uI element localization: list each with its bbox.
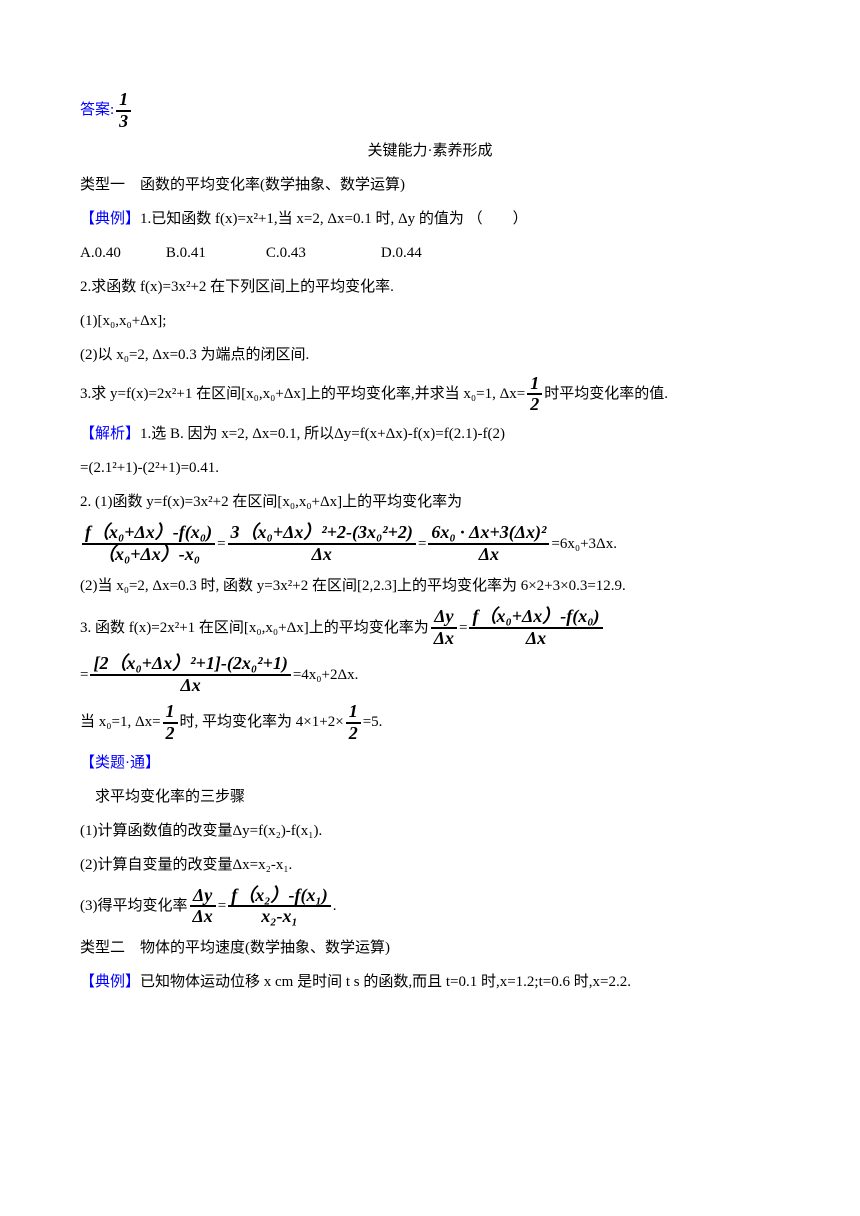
sol3-final-frac2: 12: [344, 702, 363, 744]
method-s3: (3)得平均变化率 ΔyΔx = f（x₂）-f(x₁)x₂-x₁ .: [80, 886, 780, 928]
section-header: 关键能力·素养形成: [80, 136, 780, 166]
analysis-label: 【解析】: [80, 426, 140, 442]
q1-stem: 【典例】1.已知函数 f(x)=x²+1,当 x=2, Δx=0.1 时, Δy…: [80, 204, 780, 234]
sol3-final-frac1: 12: [161, 702, 180, 744]
method-label: 【类题·通】: [80, 748, 780, 778]
sol1-line1: 【解析】1.选 B. 因为 x=2, Δx=0.1, 所以Δy=f(x+Δx)-…: [80, 419, 780, 449]
sol2-part2: (2)当 x₀=2, Δx=0.3 时, 函数 y=3x²+2 在区间[2,2.…: [80, 571, 780, 601]
page-content: 答案:13 关键能力·素养形成 类型一 函数的平均变化率(数学抽象、数学运算) …: [0, 0, 860, 1041]
method-s1: (1)计算函数值的改变量Δy=f(x₂)-f(x₁).: [80, 816, 780, 846]
answer-fraction: 13: [114, 90, 133, 132]
choice-b: B.0.41: [166, 245, 206, 261]
q2-stem: 2.求函数 f(x)=3x²+2 在下列区间上的平均变化率.: [80, 272, 780, 302]
example2-text: 【典例】已知物体运动位移 x cm 是时间 t s 的函数,而且 t=0.1 时…: [80, 967, 780, 997]
method-s3-frac2: f（x₂）-f(x₁)x₂-x₁: [226, 886, 333, 928]
choice-d: D.0.44: [381, 245, 422, 261]
method-s3-frac1: ΔyΔx: [188, 886, 218, 928]
q2-p1: (1)[x₀,x₀+Δx];: [80, 306, 780, 336]
choice-a: A.0.40: [80, 245, 121, 261]
sol3-frac2: f（x₀+Δx）-f(x₀)Δx: [467, 607, 604, 649]
sol2-intro: 2. (1)函数 y=f(x)=3x²+2 在区间[x₀,x₀+Δx]上的平均变…: [80, 487, 780, 517]
method-s2: (2)计算自变量的改变量Δx=x₂-x₁.: [80, 850, 780, 880]
sol3-line1: 3. 函数 f(x)=2x²+1 在区间[x₀,x₀+Δx]上的平均变化率为 Δ…: [80, 607, 780, 649]
q3-fraction: 12: [525, 374, 544, 416]
sol2-equation: f（x₀+Δx）-f(x₀)（x₀+Δx）-x₀ = 3（x₀+Δx）²+2-(…: [80, 523, 780, 565]
choice-c: C.0.43: [266, 245, 306, 261]
sol2-frac2: 3（x₀+Δx）²+2-(3x₀²+2)Δx: [226, 523, 418, 565]
sol3-line2: = [2（x₀+Δx）²+1]-(2x₀²+1)Δx =4x₀+2Δx.: [80, 654, 780, 696]
q3-stem: 3.求 y=f(x)=2x²+1 在区间[x₀,x₀+Δx]上的平均变化率,并求…: [80, 374, 780, 416]
type2-title: 类型二 物体的平均速度(数学抽象、数学运算): [80, 933, 780, 963]
answer-prefix: 答案:: [80, 102, 114, 118]
sol2-frac3: 6x₀ · Δx+3(Δx)²Δx: [426, 523, 551, 565]
example2-label: 【典例】: [80, 974, 140, 990]
q1-choices: A.0.40 B.0.41 C.0.43 D.0.44: [80, 238, 780, 268]
sol1-line2: =(2.1²+1)-(2²+1)=0.41.: [80, 453, 780, 483]
answer-line: 答案:13: [80, 90, 780, 132]
example-label: 【典例】: [80, 211, 140, 227]
sol3-frac1: ΔyΔx: [429, 607, 459, 649]
q2-p2: (2)以 x₀=2, Δx=0.3 为端点的闭区间.: [80, 340, 780, 370]
sol3-frac3: [2（x₀+Δx）²+1]-(2x₀²+1)Δx: [88, 654, 292, 696]
type1-title: 类型一 函数的平均变化率(数学抽象、数学运算): [80, 170, 780, 200]
sol2-frac1: f（x₀+Δx）-f(x₀)（x₀+Δx）-x₀: [80, 523, 217, 565]
sol3-final: 当 x₀=1, Δx=12时, 平均变化率为 4×1+2×12=5.: [80, 702, 780, 744]
method-title: 求平均变化率的三步骤: [80, 782, 780, 812]
